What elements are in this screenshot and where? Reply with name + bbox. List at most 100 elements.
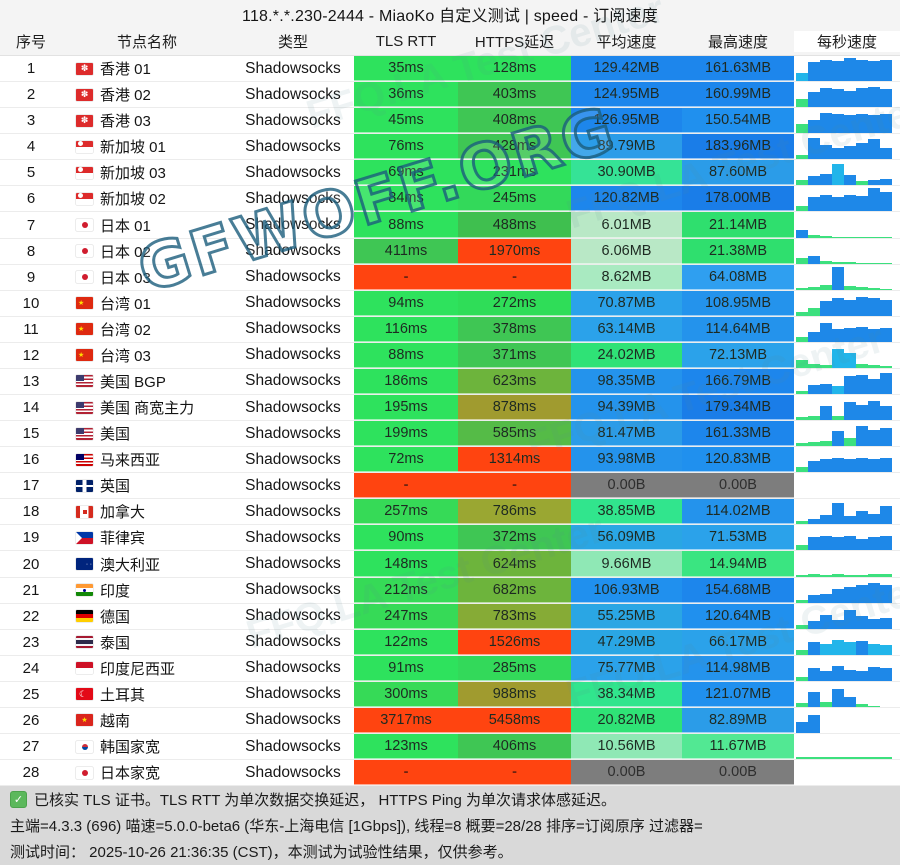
speed-sparkline — [794, 551, 900, 577]
sparkline-bar — [844, 175, 856, 186]
sparkline-bar — [820, 235, 832, 238]
node-type: Shadowsocks — [245, 763, 341, 781]
https-ping-cell: - — [458, 760, 571, 786]
node-name-cell: 香港 02 — [62, 82, 232, 107]
sparkline-bar — [856, 539, 868, 551]
https-ping-cell: 783ms — [458, 603, 571, 629]
sparkline-bar — [832, 416, 844, 421]
country-flag-icon — [76, 714, 93, 727]
sparkline-bar — [880, 288, 892, 290]
max-speed-cell: 183.96MB — [682, 134, 794, 160]
sparkline-bar — [820, 515, 832, 525]
country-flag-icon — [76, 245, 93, 258]
node-type: Shadowsocks — [245, 607, 341, 625]
node-name-cell: 土耳其 — [62, 682, 232, 707]
node-name: 日本 02 — [100, 243, 151, 261]
sparkline-bar — [808, 519, 820, 525]
avg-speed-cell: 98.35MB — [571, 368, 682, 395]
sparkline-bar — [796, 649, 808, 655]
node-name-cell: 新加坡 03 — [62, 160, 232, 185]
node-name: 德国 — [100, 608, 131, 626]
tls-rtt-cell: - — [354, 264, 458, 290]
sparkline-bar — [868, 705, 880, 707]
tls-rtt-cell: 411ms — [354, 238, 458, 264]
node-name: 印度 — [100, 582, 131, 600]
node-type: Shadowsocks — [245, 216, 341, 233]
row-index: 15 — [22, 425, 40, 443]
speed-sparkline — [794, 473, 900, 498]
per-second-speed-cell — [794, 421, 900, 447]
node-name: 台湾 03 — [100, 347, 151, 365]
speed-sparkline — [794, 265, 900, 290]
sparkline-bar — [808, 594, 820, 603]
sparkline-bar — [808, 255, 820, 264]
sparkline-bar — [820, 574, 832, 577]
column-header-index: 序号 — [15, 34, 46, 51]
node-name-cell: 台湾 02 — [62, 317, 232, 342]
per-second-speed-cell — [794, 290, 900, 316]
table-row: 12 台湾 03 Shadowsocks 88ms 371ms 24.02MB … — [0, 342, 900, 369]
sparkline-bar — [796, 229, 808, 238]
sparkline-bar — [868, 262, 880, 264]
avg-speed-cell: 81.47MB — [571, 421, 682, 447]
table-row: 4 新加坡 01 Shadowsocks 76ms 428ms 89.79MB … — [0, 134, 900, 161]
node-type: Shadowsocks — [245, 737, 341, 755]
speed-sparkline — [794, 160, 900, 186]
table-row: 20 澳大利亚 Shadowsocks 148ms 624ms 9.66MB 1… — [0, 551, 900, 578]
max-speed-cell: 66.17MB — [682, 629, 794, 655]
max-speed-cell: 120.64MB — [682, 603, 794, 629]
sparkline-bar — [808, 307, 820, 316]
sparkline-bar — [868, 287, 880, 290]
table-row: 19 菲律宾 Shadowsocks 90ms 372ms 56.09MB 71… — [0, 525, 900, 552]
sparkline-bar — [796, 206, 808, 212]
https-ping-cell: 5458ms — [458, 707, 571, 734]
sparkline-bar — [880, 327, 892, 342]
sparkline-bar — [868, 430, 880, 447]
row-index: 22 — [22, 607, 40, 625]
max-speed-cell: 166.79MB — [682, 368, 794, 395]
speed-sparkline — [794, 630, 900, 655]
sparkline-bar — [832, 458, 844, 473]
table-row: 2 香港 02 Shadowsocks 36ms 403ms 124.95MB … — [0, 82, 900, 109]
row-index: 17 — [22, 477, 40, 495]
sparkline-bar — [868, 618, 880, 629]
node-type: Shadowsocks — [245, 294, 341, 312]
per-second-speed-cell — [794, 82, 900, 108]
node-name-cell: 马来西亚 — [62, 447, 232, 472]
node-name: 加拿大 — [100, 504, 146, 522]
sparkline-bar — [844, 696, 856, 707]
sparkline-bar — [868, 582, 880, 603]
speed-sparkline — [794, 604, 900, 629]
https-ping-cell: 624ms — [458, 551, 571, 577]
max-speed-cell: 120.83MB — [682, 447, 794, 473]
table-row: 22 德国 Shadowsocks 247ms 783ms 55.25MB 12… — [0, 603, 900, 630]
sparkline-bar — [844, 459, 856, 473]
node-name-cell: 德国 — [62, 604, 232, 629]
footer-line-meta: 主端=4.3.3 (696) 喵速=5.0.0-beta6 (华东-上海电信 [… — [10, 818, 703, 835]
row-index: 18 — [22, 503, 40, 521]
sparkline-bar — [880, 89, 892, 108]
row-index: 7 — [26, 216, 36, 234]
sparkline-bar — [856, 574, 868, 577]
node-type: Shadowsocks — [245, 581, 341, 599]
country-flag-icon — [76, 427, 93, 440]
sparkline-bar — [808, 416, 820, 421]
avg-speed-cell: 106.93MB — [571, 577, 682, 603]
node-type: Shadowsocks — [245, 555, 341, 573]
row-index: 16 — [22, 451, 40, 469]
sparkline-bar — [832, 757, 844, 760]
table-body: 1 香港 01 Shadowsocks 35ms 128ms 129.42MB … — [0, 56, 900, 787]
speed-sparkline — [794, 369, 900, 395]
node-name-cell: 泰国 — [62, 630, 232, 655]
country-flag-icon — [76, 453, 93, 466]
sparkline-bar — [796, 599, 808, 603]
sparkline-bar — [880, 192, 892, 212]
sparkline-bar — [820, 300, 832, 316]
max-speed-cell: 21.14MB — [682, 212, 794, 238]
node-name-cell: 新加坡 02 — [62, 186, 232, 211]
max-speed-cell: 114.98MB — [682, 655, 794, 681]
sparkline-bar — [832, 386, 844, 395]
node-name-cell: 台湾 01 — [62, 291, 232, 316]
table-row: 10 台湾 01 Shadowsocks 94ms 272ms 70.87MB … — [0, 290, 900, 317]
